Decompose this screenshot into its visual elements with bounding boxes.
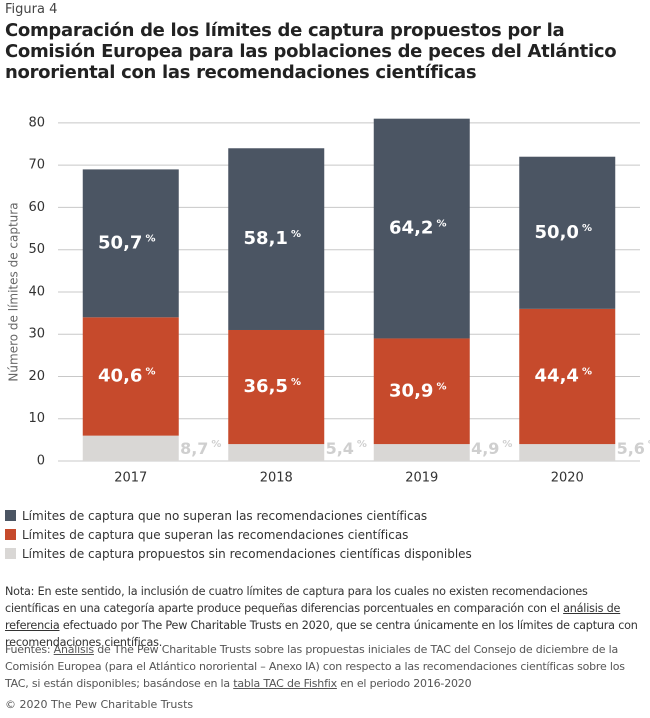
legend-item: Límites de captura que no superan las re… (5, 506, 645, 525)
sources-text: Fuentes: (5, 643, 51, 656)
bar-segment (228, 444, 325, 461)
percent-sign: % (582, 223, 592, 234)
x-tick-label: 2019 (405, 471, 438, 486)
bar-segment (519, 308, 616, 445)
legend-item: Límites de captura que superan las recom… (5, 525, 645, 544)
copyright: © 2020 The Pew Charitable Trusts (5, 698, 194, 711)
percent-sign: % (357, 439, 367, 450)
bar-segment (373, 338, 470, 445)
share-label-value: 44,4 (535, 365, 579, 386)
legend: Límites de captura que no superan las re… (5, 506, 645, 563)
share-label-value: 40,6 (98, 365, 142, 386)
percent-sign: % (436, 381, 446, 392)
percent-sign: % (582, 366, 592, 377)
sources: Fuentes: Análisis de The Pew Charitable … (5, 641, 645, 692)
legend-label: Límites de captura propuestos sin recome… (22, 546, 472, 561)
y-tick-label: 10 (28, 411, 45, 426)
y-tick-label: 60 (28, 200, 45, 215)
chart-title: Comparación de los límites de captura pr… (5, 20, 617, 83)
sources-link[interactable]: tabla TAC de Fishfix (233, 677, 337, 690)
percent-sign: % (145, 366, 155, 377)
share-label: 58,1% (244, 228, 301, 249)
legend-item: Límites de captura propuestos sin recome… (5, 544, 645, 563)
figure-label: Figura 4 (5, 2, 58, 17)
x-tick-label: 2017 (114, 471, 147, 486)
bar-segment (82, 435, 179, 461)
note: Nota: En este sentido, la inclusión de c… (5, 583, 645, 651)
legend-swatch (5, 510, 16, 521)
legend-swatch (5, 529, 16, 540)
share-label-value: 58,1 (244, 228, 288, 249)
share-label-value: 4,9 (471, 439, 499, 458)
sources-link[interactable]: Análisis (53, 643, 94, 656)
share-label: 40,6% (98, 365, 155, 386)
x-tick-label: 2020 (551, 471, 584, 486)
y-tick-label: 0 (37, 454, 45, 469)
x-tick-label: 2018 (260, 471, 293, 486)
y-axis-label: Número de límites de captura (7, 202, 21, 381)
note-text: efectuado por The Pew Charitable Trusts … (5, 619, 638, 649)
bar-segment (519, 444, 616, 461)
bar-segment (82, 169, 179, 318)
bar-segment (373, 118, 470, 339)
bar-segment (228, 148, 325, 330)
y-tick-label: 30 (28, 327, 45, 342)
share-label: 5,6% (617, 439, 650, 458)
share-label: 50,0% (535, 222, 592, 243)
share-label: 44,4% (535, 365, 592, 386)
percent-sign: % (291, 377, 301, 388)
share-label-value: 36,5 (244, 376, 288, 397)
y-tick-label: 20 (28, 369, 45, 384)
legend-swatch (5, 548, 16, 559)
share-label: 4,9% (471, 439, 512, 458)
share-label: 30,9% (389, 380, 446, 401)
y-tick-label: 80 (28, 115, 45, 130)
percent-sign: % (436, 219, 446, 230)
y-tick-label: 70 (28, 158, 45, 173)
percent-sign: % (502, 439, 512, 450)
chart: Número de límites de captura 0 10 20 30 40 50… (7, 115, 650, 486)
percent-sign: % (145, 233, 155, 244)
share-label: 64,2% (389, 218, 446, 239)
note-text: Nota: En este sentido, la inclusión de c… (5, 585, 588, 615)
share-label-value: 5,4 (326, 439, 354, 458)
share-label: 36,5% (244, 376, 301, 397)
share-label-value: 5,6 (617, 439, 645, 458)
legend-label: Límites de captura que superan las recom… (22, 527, 409, 542)
bar-segment (228, 329, 325, 445)
share-label: 50,7% (98, 232, 155, 253)
share-label: 5,4% (326, 439, 367, 458)
share-label-value: 8,7 (180, 439, 208, 458)
note-link[interactable]: análisis de referencia (5, 602, 621, 632)
y-tick-label: 40 (28, 284, 45, 299)
bar-segment (82, 317, 179, 436)
sources-text: de The Pew Charitable Trusts sobre las p… (5, 643, 625, 690)
share-label-value: 50,0 (535, 222, 579, 243)
share-label-value: 50,7 (98, 232, 142, 253)
share-label: 8,7% (180, 439, 221, 458)
y-tick-label: 50 (28, 242, 45, 257)
legend-label: Límites de captura que no superan las re… (22, 508, 428, 523)
percent-sign: % (648, 439, 650, 450)
share-label-value: 64,2 (389, 218, 433, 239)
percent-sign: % (211, 439, 221, 450)
bar-segment (519, 156, 616, 309)
percent-sign: % (291, 229, 301, 240)
sources-text: en el periodo 2016-2020 (340, 677, 472, 690)
share-label-value: 30,9 (389, 380, 433, 401)
bar-segment (373, 444, 470, 461)
